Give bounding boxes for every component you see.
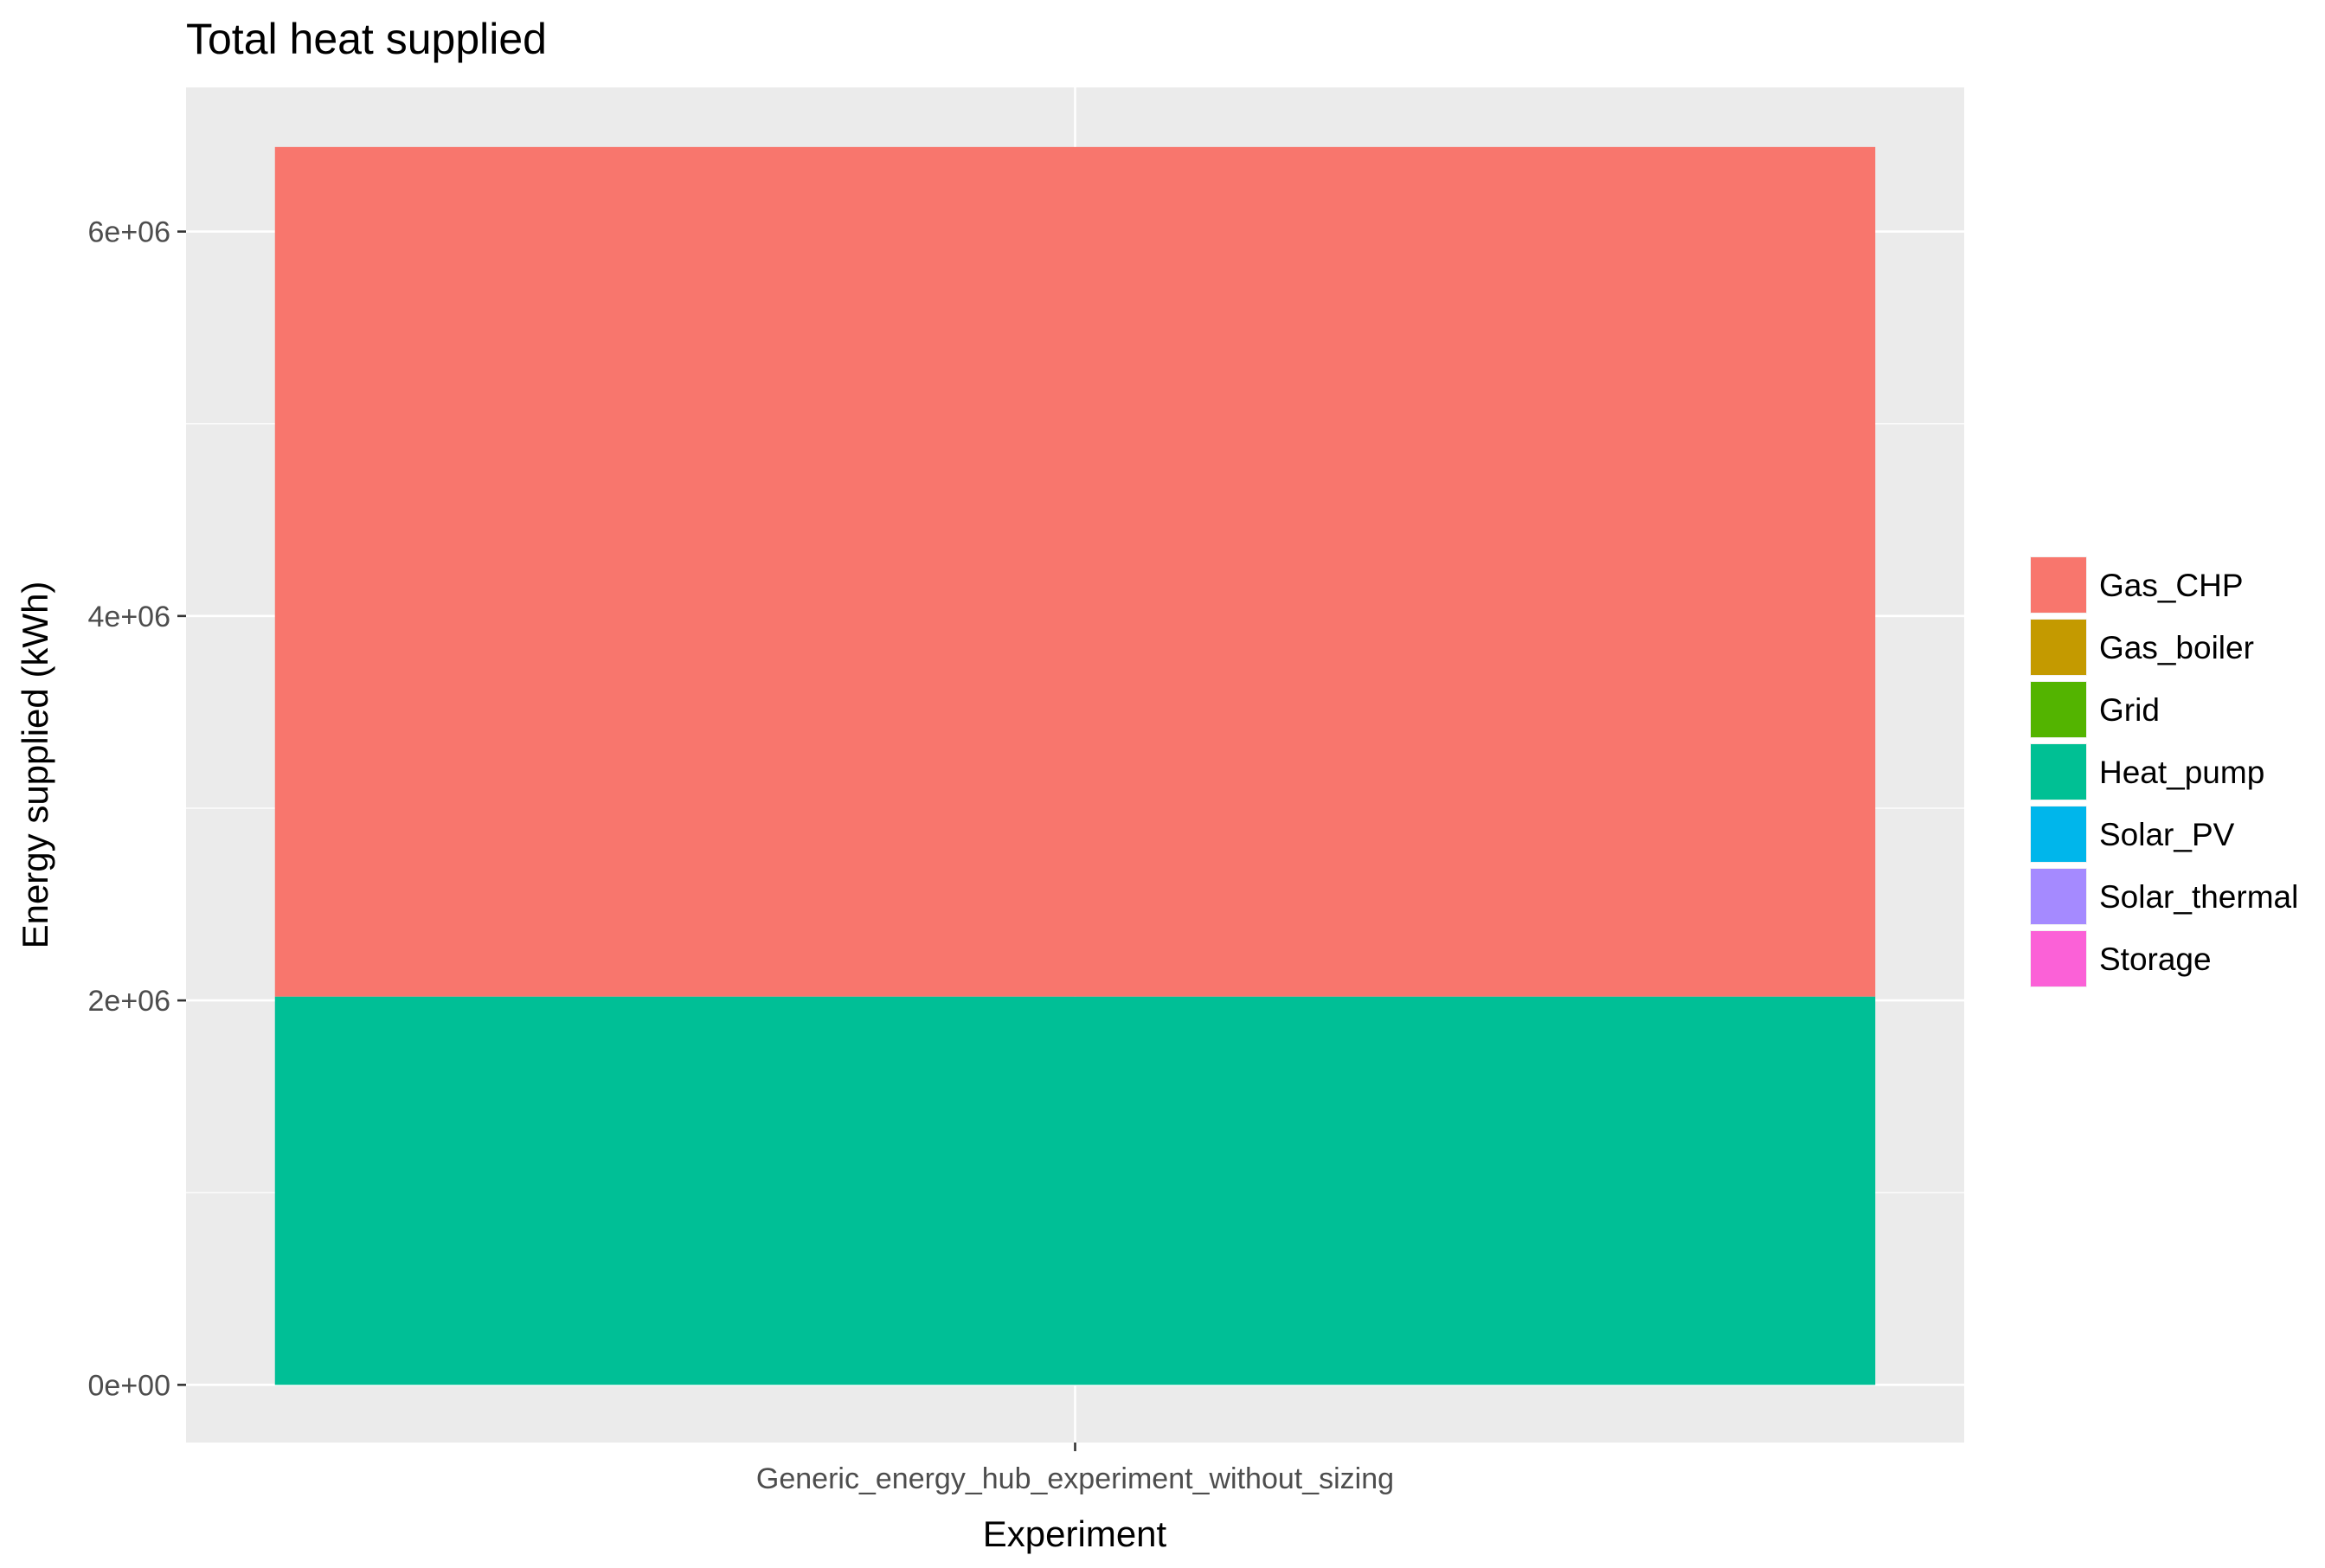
legend-label: Grid <box>2099 692 2160 728</box>
x-axis: Generic_energy_hub_experiment_without_si… <box>756 1443 1394 1495</box>
legend-swatch <box>2031 806 2086 862</box>
x-tick-label: Generic_energy_hub_experiment_without_si… <box>756 1462 1394 1495</box>
legend-item: Grid <box>2030 681 2160 738</box>
legend-swatch <box>2031 620 2086 675</box>
legend-swatch <box>2031 869 2086 924</box>
y-tick-label: 6e+06 <box>88 216 171 249</box>
legend-item: Gas_CHP <box>2030 556 2244 614</box>
legend: Gas_CHP Gas_boiler Grid Heat_pump Solar_PV So… <box>2030 556 2298 987</box>
legend-label: Solar_PV <box>2099 817 2235 852</box>
legend-swatch <box>2031 931 2086 986</box>
legend-item: Storage <box>2030 930 2212 987</box>
legend-item: Solar_PV <box>2030 806 2235 863</box>
legend-item: Solar_thermal <box>2030 868 2298 925</box>
x-axis-title: Experiment <box>983 1513 1167 1554</box>
legend-item: Gas_boiler <box>2030 619 2254 676</box>
legend-label: Solar_thermal <box>2099 879 2298 915</box>
y-tick-label: 2e+06 <box>88 985 171 1018</box>
legend-label: Gas_CHP <box>2099 568 2244 603</box>
legend-swatch <box>2031 557 2086 613</box>
legend-label: Heat_pump <box>2099 755 2264 790</box>
bar-segment-heat-pump <box>274 996 1876 1385</box>
legend-swatch <box>2031 744 2086 800</box>
bar-segment-gas-chp <box>274 146 1876 997</box>
y-axis-title: Energy supplied (kWh) <box>15 582 55 949</box>
legend-swatch <box>2031 682 2086 737</box>
chart-title: Total heat supplied <box>186 15 547 63</box>
legend-label: Gas_boiler <box>2099 630 2254 665</box>
y-axis: 0e+00 2e+06 4e+06 6e+06 <box>88 216 186 1402</box>
bars <box>274 146 1876 1385</box>
legend-item: Heat_pump <box>2030 743 2264 800</box>
y-tick-label: 4e+06 <box>88 601 171 633</box>
y-tick-label: 0e+00 <box>88 1369 171 1402</box>
legend-label: Storage <box>2099 941 2212 977</box>
